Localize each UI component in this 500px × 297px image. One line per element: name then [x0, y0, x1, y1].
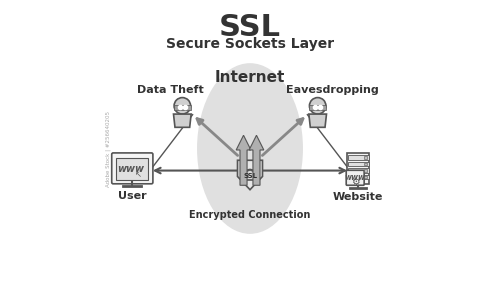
Text: Data Theft: Data Theft	[137, 85, 204, 95]
Polygon shape	[249, 135, 264, 185]
FancyBboxPatch shape	[364, 176, 367, 178]
FancyBboxPatch shape	[174, 105, 190, 110]
Text: ↖: ↖	[136, 170, 142, 179]
Polygon shape	[309, 114, 326, 127]
Text: SSL: SSL	[243, 173, 257, 179]
FancyBboxPatch shape	[244, 170, 256, 180]
FancyBboxPatch shape	[348, 175, 368, 179]
FancyBboxPatch shape	[348, 162, 368, 166]
Text: www: www	[344, 173, 366, 182]
Text: User: User	[118, 191, 146, 200]
Polygon shape	[236, 135, 251, 185]
FancyBboxPatch shape	[310, 105, 326, 110]
Text: Secure Sockets Layer: Secure Sockets Layer	[166, 37, 334, 51]
Ellipse shape	[197, 63, 303, 234]
Text: Encrypted Connection: Encrypted Connection	[190, 210, 310, 220]
Circle shape	[310, 98, 326, 114]
Circle shape	[174, 98, 190, 114]
Polygon shape	[238, 160, 262, 190]
FancyBboxPatch shape	[348, 155, 368, 160]
Text: Website: Website	[333, 192, 383, 202]
FancyBboxPatch shape	[346, 170, 364, 185]
FancyBboxPatch shape	[112, 153, 153, 184]
FancyBboxPatch shape	[347, 153, 369, 184]
Text: www: www	[118, 164, 144, 173]
Text: Adobe Stock | #256640205: Adobe Stock | #256640205	[106, 110, 112, 187]
FancyBboxPatch shape	[348, 168, 368, 173]
Text: Eavesdropping: Eavesdropping	[286, 85, 379, 95]
Polygon shape	[174, 114, 191, 127]
FancyBboxPatch shape	[364, 156, 367, 159]
Text: SSL: SSL	[219, 13, 281, 42]
FancyBboxPatch shape	[116, 158, 148, 180]
FancyBboxPatch shape	[364, 163, 367, 165]
Text: ⚙: ⚙	[350, 177, 360, 187]
FancyBboxPatch shape	[364, 169, 367, 172]
Text: Internet: Internet	[215, 70, 285, 85]
